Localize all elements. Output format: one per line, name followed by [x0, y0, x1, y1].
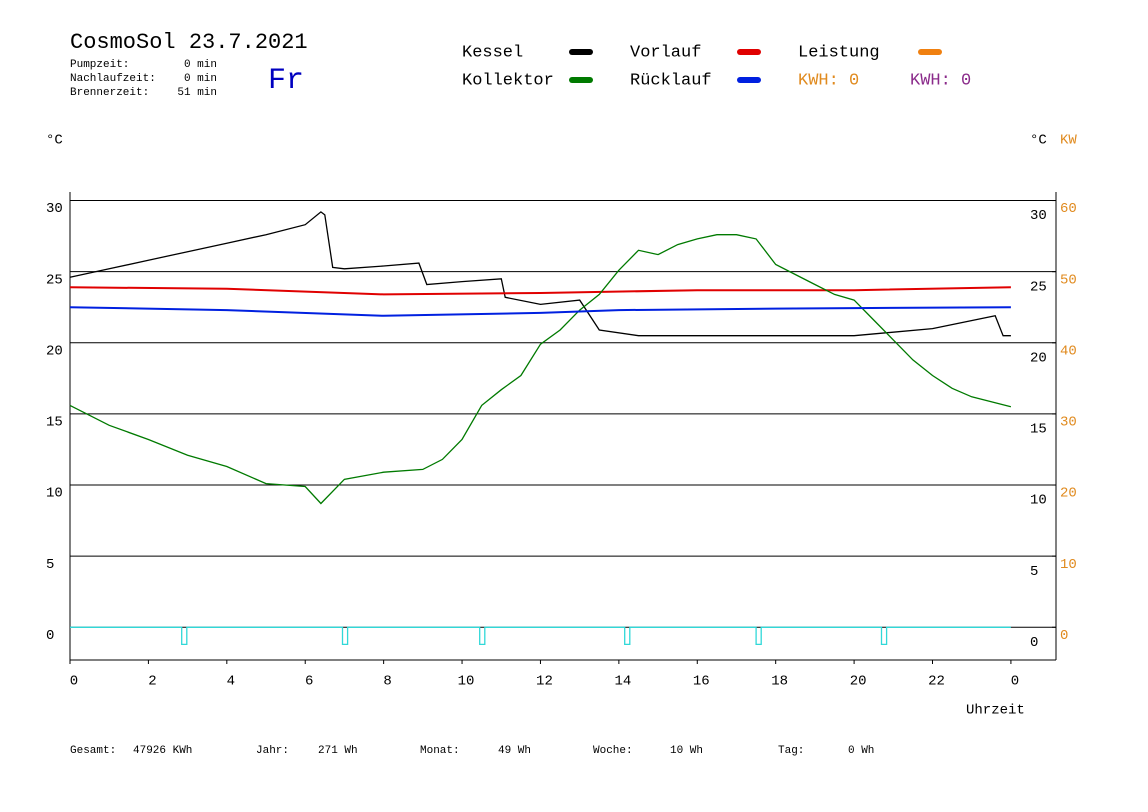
kwh: KWH: 0: [910, 71, 971, 90]
footer-value: 49 Wh: [498, 745, 531, 757]
stat-label: Nachlaufzeit:: [70, 73, 156, 85]
stat-value: 51 min: [177, 87, 217, 99]
footer-label: Gesamt:: [70, 745, 116, 757]
y-tick-label: 15: [46, 415, 63, 431]
footer-label: Jahr:: [256, 745, 289, 757]
x-tick-label: 4: [227, 674, 235, 690]
legend-label: Vorlauf: [630, 43, 701, 62]
x-label: Uhrzeit: [966, 703, 1025, 719]
x-tick-label: 18: [771, 674, 788, 690]
y2-tick-label: 20: [1060, 486, 1077, 502]
footer-value: 0 Wh: [848, 745, 874, 757]
y-tick-label: 0: [1030, 635, 1038, 651]
x-tick-label: 2: [148, 674, 156, 690]
series-line: [69, 211, 1011, 337]
series-line: [69, 286, 1011, 296]
stat-label: Pumpzeit:: [70, 59, 129, 71]
stat-value: 0 min: [184, 59, 217, 71]
title: CosmoSol 23.7.2021: [70, 30, 308, 55]
x-tick-label: 0: [1011, 674, 1019, 690]
y2-tick-label: 60: [1060, 201, 1077, 217]
footer-label: Monat:: [420, 745, 460, 757]
y-tick-label: 30: [46, 201, 63, 217]
stat-value: 0 min: [184, 73, 217, 85]
legend-label: Kollektor: [462, 71, 554, 90]
kwh: KWH: 0: [798, 71, 859, 90]
y-tick-label: 25: [1030, 279, 1047, 295]
legend-label: Leistung: [798, 43, 880, 62]
y-tick-label: 15: [1030, 422, 1047, 438]
footer-value: 271 Wh: [318, 745, 358, 757]
footer-label: Tag:: [778, 745, 804, 757]
x-tick-label: 22: [928, 674, 945, 690]
y-tick-label: 5: [46, 557, 54, 573]
y2-unit: KW: [1060, 133, 1077, 149]
x-tick-label: 12: [536, 674, 553, 690]
y2-tick-label: 50: [1060, 272, 1077, 288]
y2-tick-label: 0: [1060, 628, 1068, 644]
series-line: [69, 234, 1012, 505]
y2-tick-label: 40: [1060, 343, 1077, 359]
y-tick-label: 10: [1030, 493, 1047, 509]
y-tick-label: 25: [46, 272, 63, 288]
series-line: [69, 306, 1011, 317]
footer-value: 10 Wh: [670, 745, 703, 757]
legend-label: Rücklauf: [630, 71, 712, 90]
stat-label: Brennerzeit:: [70, 87, 149, 99]
legend-label: Kessel: [462, 43, 523, 62]
y-tick-label: 0: [46, 628, 54, 644]
x-tick-label: 14: [614, 674, 631, 690]
x-tick-label: 20: [850, 674, 867, 690]
y2-tick-label: 30: [1060, 415, 1077, 431]
x-tick-label: 8: [383, 674, 391, 690]
x-tick-label: 10: [458, 674, 475, 690]
day: Fr: [268, 64, 304, 98]
footer-value: 47926 KWh: [133, 745, 192, 757]
y-tick-label: 20: [1030, 350, 1047, 366]
y-tick-label: 30: [1030, 208, 1047, 224]
y-tick-label: 20: [46, 343, 63, 359]
y2-label: °C: [1030, 133, 1047, 149]
series-line: [70, 626, 1011, 646]
x-tick-label: 0: [70, 674, 78, 690]
x-tick-label: 6: [305, 674, 313, 690]
footer-label: Woche:: [593, 745, 633, 757]
y2-tick-label: 10: [1060, 557, 1077, 573]
y-tick-label: 10: [46, 486, 63, 502]
x-tick-label: 16: [693, 674, 710, 690]
y-label: °C: [46, 133, 63, 149]
y-tick-label: 5: [1030, 564, 1038, 580]
